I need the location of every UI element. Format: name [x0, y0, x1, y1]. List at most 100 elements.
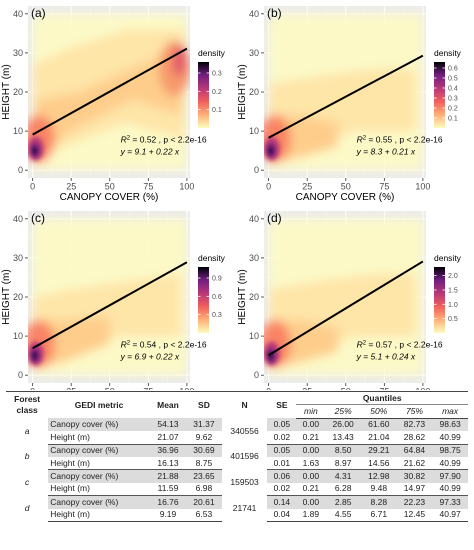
se-cell: 0.04 [267, 508, 297, 522]
r2-exponent: 2 [127, 341, 131, 347]
y-tick-label: 0 [18, 370, 23, 380]
y-tick-label: 10 [249, 126, 259, 136]
y-tick-label: 20 [13, 87, 23, 97]
quantile-cell: 97.33 [432, 495, 468, 509]
x-tick-label: 100 [179, 387, 194, 391]
x-tick-label: 50 [341, 182, 351, 192]
density-hotspot-peak [268, 146, 273, 155]
quantile-cell: 0.21 [296, 431, 326, 445]
header-forest-class-line2: class [16, 405, 38, 416]
x-axis-title: CANOPY COVER (%) [60, 192, 159, 203]
r2-value: = 0.54 , p < 2.2e-16 [130, 340, 207, 350]
quantile-cell: 6.71 [360, 508, 397, 522]
y-tick-label: 40 [249, 214, 259, 224]
quantile-cell: 8.97 [325, 456, 361, 471]
mean-cell: 16.13 [149, 456, 187, 471]
table-row: b Canopy cover (%) 36.96 30.69 401596 0.05 0.0… [6, 444, 468, 470]
sd-cell: 31.37 [186, 418, 222, 432]
header-mean: Mean [149, 391, 187, 419]
x-tick-label: 75 [143, 387, 153, 391]
legend-tick-label: 1.5 [448, 287, 458, 294]
n-cell: 21741 [221, 495, 268, 522]
quantile-cell: 40.99 [432, 431, 468, 445]
quantile-cell: 6.28 [325, 482, 361, 497]
sd-cell: 8.75 [186, 456, 222, 471]
panel-2: 0 25 50 75 100 0 10 20 30 40 CANOPY COVER (%) HEIGH… [237, 6, 462, 203]
table-row: Height (m) 16.13 8.75 0.01 1.63 8.97 14.56 21.6… [6, 456, 468, 471]
y-tick-label: 40 [13, 9, 23, 19]
legend-colorbar [198, 62, 209, 128]
header-gedi-metric: GEDI metric [48, 391, 150, 419]
y-tick-label: 30 [13, 48, 23, 58]
quantile-cell: 4.31 [325, 469, 361, 483]
sd-cell: 23.65 [186, 469, 222, 483]
mean-cell: 16.76 [149, 495, 187, 509]
panel-label: (b) [267, 6, 282, 20]
quantile-cell: 21.62 [396, 456, 433, 471]
metric-cell: Canopy cover (%) [48, 418, 150, 432]
x-tick-label: 25 [66, 387, 76, 391]
forest-class-cell: b [6, 444, 49, 470]
quantile-cell: 0.00 [296, 418, 326, 432]
forest-class-cell: c [6, 469, 49, 496]
legend-tick-label: 1.0 [448, 302, 458, 309]
y-tick-label: 10 [13, 331, 23, 341]
x-tick-label: 75 [379, 387, 389, 391]
quantile-cell: 0.00 [296, 444, 326, 457]
regression-line [32, 261, 188, 350]
quantile-cell: 12.45 [396, 508, 433, 522]
header-se: SE [267, 391, 297, 419]
se-cell: 0.05 [267, 444, 297, 457]
r2-symbol: R [357, 340, 363, 350]
quantile-cell: 21.04 [360, 431, 397, 445]
quantile-cell: 1.89 [296, 508, 326, 522]
quantile-cell: 40.99 [432, 482, 468, 497]
header-sd: SD [186, 391, 222, 419]
legend-tick-label: 0.5 [448, 316, 458, 323]
y-tick-label: 40 [13, 214, 23, 224]
sd-cell: 6.53 [186, 508, 222, 522]
quantile-cell: 61.60 [360, 418, 397, 432]
table-row: Height (m) 21.07 9.62 0.02 0.21 13.43 21.04 28.… [6, 431, 468, 445]
quantile-cell: 14.97 [396, 482, 433, 497]
x-tick-label: 50 [105, 387, 115, 391]
y-tick-label: 10 [249, 331, 259, 341]
mean-cell: 36.96 [149, 444, 187, 457]
se-cell: 0.14 [267, 495, 297, 509]
density-hot [28, 341, 44, 366]
n-cell: 159503 [221, 469, 268, 496]
sd-cell: 6.98 [186, 482, 222, 497]
header-q-25: 25% [325, 404, 361, 419]
legend-title: density [434, 48, 462, 58]
mean-cell: 9.19 [149, 508, 187, 522]
density-hot [28, 136, 44, 161]
legend-title: density [434, 253, 462, 263]
table-row: Height (m) 11.59 6.98 0.02 0.21 6.28 9.48 14.97… [6, 482, 468, 497]
header-forest-class: Forest class [6, 391, 49, 419]
quantile-cell: 2.85 [325, 495, 361, 509]
quantile-cell: 98.63 [432, 418, 468, 432]
y-tick-label: 20 [249, 87, 259, 97]
y-tick-label: 40 [249, 9, 259, 19]
regression-line [32, 47, 188, 136]
density-layer [264, 218, 423, 376]
r2-exponent: 2 [127, 136, 131, 142]
x-tick-label: 75 [143, 182, 153, 192]
x-tick-label: 0 [30, 387, 35, 391]
quantile-cell: 82.73 [396, 418, 433, 432]
r2-value: = 0.52 , p < 2.2e-16 [130, 135, 207, 145]
quantile-cell: 64.84 [396, 444, 433, 457]
panel-1: 0 25 50 75 100 0 10 20 30 40 CANOPY COVER (%) HEIGH… [1, 6, 226, 203]
quantile-cell: 98.75 [432, 444, 468, 457]
y-axis-title: HEIGHT (m) [1, 269, 12, 324]
y-tick-label: 0 [254, 370, 259, 380]
quantile-cell: 0.00 [296, 469, 326, 483]
legend-colorbar [434, 62, 445, 128]
x-tick-label: 25 [302, 387, 312, 391]
quantile-cell: 30.82 [396, 469, 433, 483]
legend-colorbar [198, 267, 209, 333]
y-tick-label: 20 [13, 292, 23, 302]
header-forest-class-line1: Forest [14, 394, 41, 405]
x-tick-label: 0 [30, 182, 35, 192]
